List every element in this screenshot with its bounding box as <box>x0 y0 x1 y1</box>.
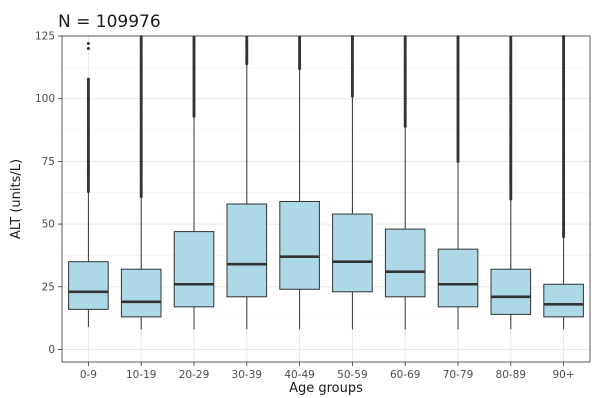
iqr-box <box>543 283 584 318</box>
x-tick-label: 20-29 <box>179 369 210 381</box>
x-axis: 0-9 10-19 20-29 30-39 40-49 50-59 60-69 70-79 80… <box>80 362 575 381</box>
x-tick-label: 40-49 <box>284 369 315 381</box>
y-tick-label: 100 <box>35 93 55 105</box>
iqr-box <box>68 261 109 310</box>
y-tick-label: 50 <box>42 219 55 231</box>
outlier-point <box>245 35 249 39</box>
iqr-box <box>490 268 532 315</box>
outlier-point <box>86 47 90 51</box>
boxes-layer <box>68 35 584 330</box>
iqr-box <box>226 203 268 298</box>
y-tick-label: 25 <box>42 281 55 293</box>
plot-border <box>61 35 591 363</box>
x-tick-label: 0-9 <box>80 369 97 381</box>
x-tick-label: 50-59 <box>337 369 368 381</box>
x-tick-label: 90+ <box>553 369 575 381</box>
x-tick-label: 60-69 <box>390 369 421 381</box>
iqr-box <box>384 228 426 298</box>
y-tick-label: 125 <box>35 31 55 43</box>
iqr-box <box>173 231 215 308</box>
outlier-point <box>509 36 513 40</box>
y-axis: 0 25 50 75 100 125 <box>35 31 62 356</box>
iqr-box <box>332 213 373 293</box>
box-40-49 <box>279 35 320 330</box>
box-60-69 <box>384 35 426 330</box>
y-tick-label: 75 <box>42 156 55 168</box>
x-tick-label: 80-89 <box>496 369 527 381</box>
chart-title: N = 109976 <box>58 12 161 32</box>
x-tick-label: 10-19 <box>126 369 157 381</box>
outlier-point <box>350 35 354 39</box>
box-30-39 <box>226 35 268 330</box>
outlier-point <box>86 77 90 81</box>
box-70-79 <box>437 35 479 330</box>
box-0-9 <box>68 42 109 327</box>
iqr-box <box>437 248 479 308</box>
iqr-box <box>279 201 320 290</box>
outlier-point <box>192 35 196 39</box>
box-90+ <box>543 35 584 330</box>
x-tick-label: 30-39 <box>232 369 263 381</box>
box-80-89 <box>490 36 532 330</box>
outlier-point <box>86 42 90 46</box>
y-tick-label: 0 <box>48 344 55 356</box>
y-axis-title: ALT (units/L) <box>9 159 24 239</box>
x-axis-title: Age groups <box>289 381 363 396</box>
box-10-19 <box>120 35 162 330</box>
x-tick-label: 70-79 <box>443 369 474 381</box>
box-20-29 <box>173 35 215 330</box>
box-50-59 <box>332 35 373 330</box>
iqr-box <box>120 268 162 318</box>
outlier-point <box>562 35 566 39</box>
